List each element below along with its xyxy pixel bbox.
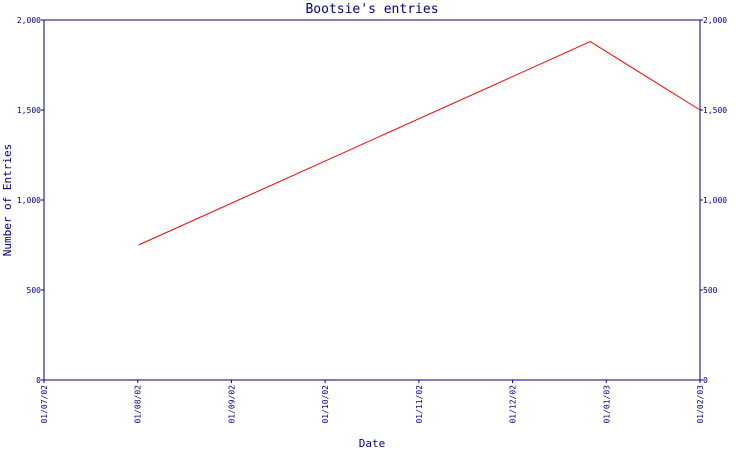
x-tick-label: 01/10/02 (321, 385, 330, 424)
y-tick-label-right: 0 (703, 376, 708, 385)
x-tick-label: 01/09/02 (227, 385, 236, 424)
x-tick-label: 01/02/03 (696, 385, 705, 424)
series-line (138, 41, 701, 246)
chart-title: Bootsie's entries (305, 2, 438, 17)
plot-area (43, 19, 701, 381)
y-tick-label-left: 500 (27, 286, 42, 295)
y-tick-label-left: 1,000 (17, 196, 41, 205)
x-tick-label: 01/07/02 (40, 385, 49, 424)
x-tick-label: 01/01/03 (602, 385, 611, 424)
y-tick-label-left: 0 (36, 376, 41, 385)
x-tick-label: 01/08/02 (134, 385, 143, 424)
x-tick-label: 01/12/02 (509, 385, 518, 424)
y-tick-label-right: 1,500 (703, 106, 727, 115)
x-tick-label: 01/11/02 (415, 385, 424, 424)
y-tick-label-left: 1,500 (17, 106, 41, 115)
x-axis: 01/07/02 01/08/02 01/09/02 01/10/02 01/11/02… (40, 380, 705, 424)
y-tick-label-left: 2,000 (17, 16, 41, 25)
series-group (138, 41, 701, 246)
y-tick-label-right: 2,000 (703, 16, 727, 25)
y-axis-right: 0 500 1,000 1,500 2,000 (700, 16, 727, 385)
y-axis-label: Number of Entries (1, 144, 14, 257)
x-axis-label: Date (359, 437, 386, 450)
y-tick-label-right: 500 (703, 286, 718, 295)
y-tick-label-right: 1,000 (703, 196, 727, 205)
y-axis-left: 0 500 1,000 1,500 2,000 (17, 16, 44, 385)
